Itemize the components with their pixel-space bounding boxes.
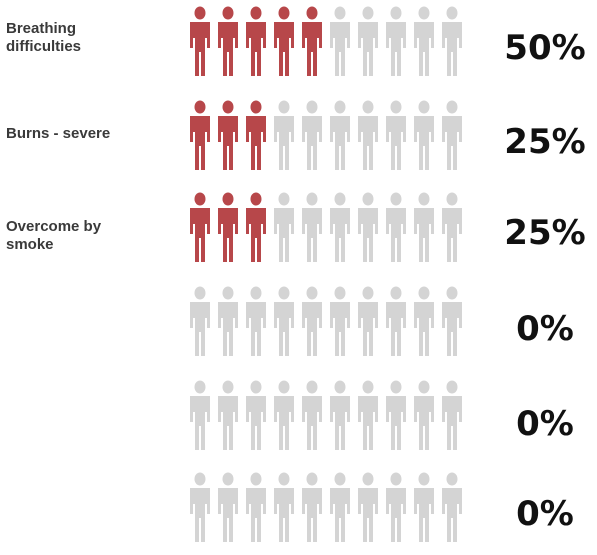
person-icon-empty [442, 6, 462, 76]
person-icon-empty [246, 380, 266, 450]
person-icon-empty [190, 380, 210, 450]
person-icon-empty [302, 192, 322, 262]
person-icon-empty [386, 286, 406, 356]
person-icon-empty [442, 192, 462, 262]
person-icon-empty [442, 472, 462, 542]
person-icon-empty [302, 100, 322, 170]
person-icon-empty [302, 380, 322, 450]
person-icon-empty [274, 100, 294, 170]
person-icon-empty [358, 286, 378, 356]
person-icon-empty [190, 286, 210, 356]
row-label: Burns - severe [6, 125, 111, 142]
person-icon-empty [442, 380, 462, 450]
person-icon-empty [330, 286, 350, 356]
person-icon-empty [246, 472, 266, 542]
row-value-label: 0% [516, 404, 574, 444]
person-icon-empty [274, 380, 294, 450]
person-icon-empty [414, 286, 434, 356]
person-icon-filled [302, 6, 322, 76]
person-icon-empty [386, 6, 406, 76]
person-icon-empty [358, 380, 378, 450]
row-value-label: 50% [504, 28, 586, 68]
row-value-label: 0% [516, 494, 574, 534]
person-icon-empty [414, 472, 434, 542]
person-icon-empty [302, 472, 322, 542]
row-value-label: 0% [516, 309, 574, 349]
row-value-label: 25% [504, 122, 586, 162]
person-icon-filled [190, 100, 210, 170]
row-label: Overcome by smoke [6, 218, 102, 253]
person-icon-empty [386, 380, 406, 450]
person-icon-empty [414, 100, 434, 170]
person-icon-empty [330, 472, 350, 542]
person-icon-filled [218, 192, 238, 262]
person-icon-empty [358, 100, 378, 170]
person-icon-filled [218, 6, 238, 76]
person-icon-empty [386, 100, 406, 170]
row-value-label: 25% [504, 213, 586, 253]
person-icon-empty [386, 472, 406, 542]
person-icon-filled [190, 192, 210, 262]
person-icon-empty [274, 472, 294, 542]
person-icon-empty [330, 380, 350, 450]
row-label: Breathing difficulties [6, 20, 82, 55]
person-icon-filled [218, 100, 238, 170]
person-icon-empty [358, 192, 378, 262]
person-icon-empty [330, 100, 350, 170]
person-icon-filled [246, 192, 266, 262]
person-icon-empty [274, 192, 294, 262]
person-icon-filled [246, 6, 266, 76]
person-icon-empty [302, 286, 322, 356]
person-icon-empty [218, 380, 238, 450]
person-icon-empty [442, 286, 462, 356]
person-icon-empty [358, 472, 378, 542]
person-icon-empty [330, 6, 350, 76]
person-icon-empty [386, 192, 406, 262]
person-icon-empty [414, 192, 434, 262]
person-icon-empty [246, 286, 266, 356]
person-icon-empty [442, 100, 462, 170]
person-icon-filled [246, 100, 266, 170]
person-icon-filled [190, 6, 210, 76]
person-icon-filled [274, 6, 294, 76]
person-icon-empty [274, 286, 294, 356]
person-icon-empty [414, 380, 434, 450]
person-icon-empty [414, 6, 434, 76]
person-icon-empty [218, 472, 238, 542]
person-icon-empty [330, 192, 350, 262]
person-icon-empty [218, 286, 238, 356]
person-icon-empty [190, 472, 210, 542]
person-icon-empty [358, 6, 378, 76]
